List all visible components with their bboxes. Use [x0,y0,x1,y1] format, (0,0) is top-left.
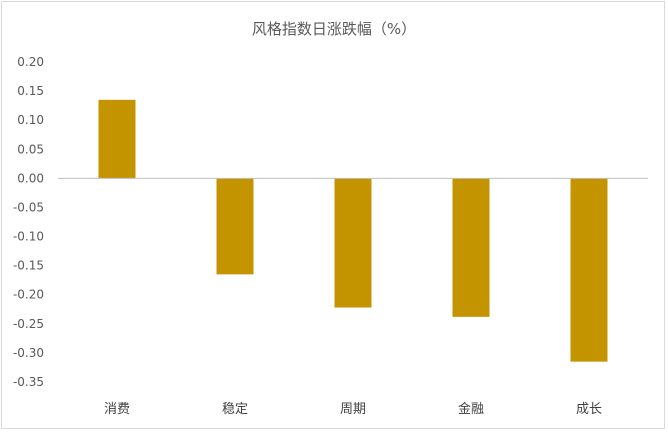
bar-3 [452,178,490,317]
category-label: 消费 [104,402,130,417]
y-tick-label: -0.30 [13,346,44,360]
y-tick-label: -0.05 [13,200,44,214]
y-tick-label: -0.15 [13,259,44,273]
bar-0 [98,99,136,179]
y-tick-label: -0.35 [13,375,44,389]
bar-2 [334,178,372,308]
y-tick-label: 0.10 [17,113,44,127]
y-tick-label: -0.25 [13,317,44,331]
chart-title: 风格指数日涨跌幅（%） [251,20,417,38]
y-tick-label: -0.10 [13,230,44,244]
category-label: 稳定 [222,401,248,417]
category-label: 成长 [576,402,602,417]
y-tick-label: 0.00 [17,171,44,185]
category-label: 周期 [340,402,366,417]
y-tick-label: 0.05 [17,142,44,156]
y-tick-label: -0.20 [13,288,44,302]
y-tick-label: 0.20 [17,55,44,69]
category-label: 金融 [458,401,484,417]
bar-4 [570,178,608,362]
bar-1 [216,178,254,275]
y-tick-label: 0.15 [17,84,44,98]
